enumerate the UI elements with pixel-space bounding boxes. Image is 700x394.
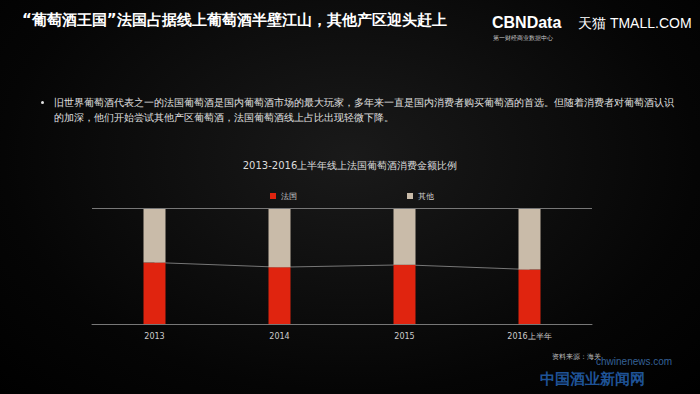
svg-text:2016上半年: 2016上半年 xyxy=(507,332,551,341)
svg-text:2014: 2014 xyxy=(269,332,289,341)
svg-text:2015: 2015 xyxy=(394,332,414,341)
html-text:chwinenews.com: chwinenews.com xyxy=(596,356,673,367)
html-text:“葡萄酒王国”法国占据线上葡萄酒半壁江山，其他产区迎头赶上: “葡萄酒王国”法国占据线上葡萄酒半壁江山，其他产区迎头赶上 xyxy=(22,11,447,29)
html-text:旧世界葡萄酒代表之一的法国葡萄酒是国内葡萄酒市场的最大玩家，: 旧世界葡萄酒代表之一的法国葡萄酒是国内葡萄酒市场的最大玩家，多年来一直是国内消费… xyxy=(54,97,674,123)
html-text:天猫 TMALL.COM: 天猫 TMALL.COM xyxy=(578,15,692,31)
html-text:资料来源：海关: 资料来源：海关 xyxy=(552,353,601,361)
svg-text:法国: 法国 xyxy=(281,192,297,201)
html-text:第一财经商业数据中心: 第一财经商业数据中心 xyxy=(493,34,553,41)
svg-text:2013-2016上半年线上法国葡萄酒消费金额比例: 2013-2016上半年线上法国葡萄酒消费金额比例 xyxy=(243,160,458,171)
svg-text:2013: 2013 xyxy=(144,332,164,341)
svg-text:其他: 其他 xyxy=(418,192,434,201)
html-text:CBNData: CBNData xyxy=(492,14,562,31)
html-text:中国酒业新闻网: 中国酒业新闻网 xyxy=(540,370,645,388)
